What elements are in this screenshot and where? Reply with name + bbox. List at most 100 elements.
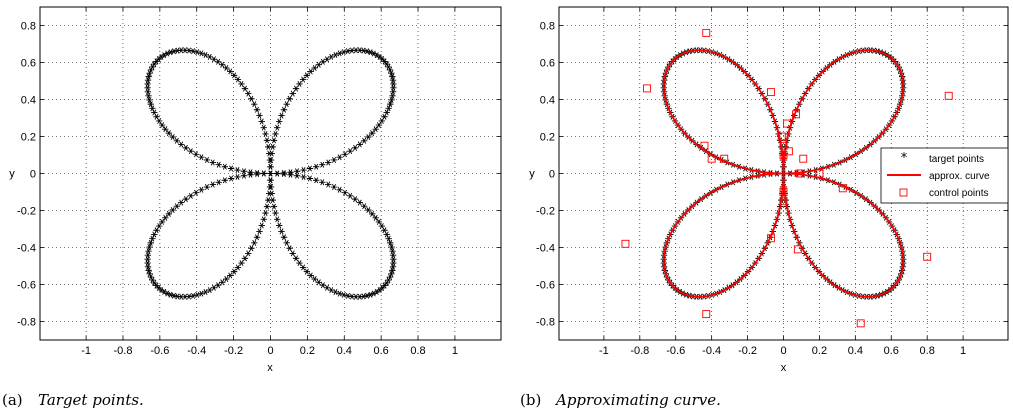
x-tick-label: -0.8 (113, 345, 132, 357)
target-point (307, 272, 314, 279)
target-point (245, 90, 252, 97)
x-tick-label: 1 (452, 345, 458, 357)
target-point (174, 47, 181, 54)
legend-label-control-points: control points (929, 188, 988, 199)
x-axis-label-b: x (781, 362, 787, 374)
x-tick-label: -0.4 (702, 345, 721, 357)
target-point (319, 161, 326, 168)
target-point (230, 268, 238, 275)
y-tick-label: -0.6 (17, 280, 36, 292)
target-point (260, 124, 267, 131)
target-point (388, 270, 395, 277)
control-point (944, 91, 953, 100)
target-point (178, 141, 185, 148)
target-point (300, 173, 307, 180)
target-point (292, 255, 300, 262)
target-point (388, 96, 395, 103)
legend-marker-control-points (899, 188, 908, 197)
target-point (346, 148, 354, 155)
target-point (260, 170, 268, 177)
caption-label-b: (b) (520, 391, 541, 409)
target-point (372, 126, 379, 133)
x-tick-label: 0.8 (920, 345, 935, 357)
target-point (319, 282, 327, 289)
target-point (306, 175, 314, 182)
y-tick-label: -0.6 (536, 280, 555, 292)
target-point (372, 214, 379, 221)
target-point (276, 222, 283, 229)
target-point (223, 276, 230, 283)
legend: * target points approx. curve control po… (880, 147, 1009, 204)
target-point (193, 49, 201, 56)
y-tick-label: -0.8 (17, 317, 36, 329)
target-point (210, 284, 218, 291)
control-point (799, 154, 808, 163)
y-tick-label: 0.2 (21, 132, 36, 144)
target-point (251, 101, 258, 108)
ticks-b: -1 -0.8 -0.6 -0.4 -0.2 0 0.2 0.4 0.6 0.8 1 -0.8 -0.6… (536, 7, 1008, 357)
target-point (238, 80, 245, 87)
target-point (238, 260, 245, 267)
target-point (379, 284, 386, 291)
target-point (344, 48, 352, 55)
target-point (145, 92, 152, 99)
target-point (363, 48, 371, 55)
target-point (278, 228, 285, 235)
caption-a: Target points. (38, 391, 144, 409)
target-point (262, 210, 269, 217)
target-point (262, 130, 269, 137)
target-point (274, 124, 281, 131)
target-point (272, 130, 279, 137)
y-tick-label: 0.4 (540, 95, 555, 107)
target-point (170, 48, 178, 55)
target-point (234, 264, 242, 271)
control-point (752, 169, 761, 178)
target-point (283, 239, 290, 246)
target-point (270, 203, 278, 210)
target-point (151, 279, 158, 286)
control-point (779, 151, 788, 159)
target-point (227, 165, 235, 172)
target-point (165, 130, 173, 137)
target-point (356, 199, 363, 206)
control-point (621, 239, 630, 248)
target-point (289, 90, 296, 97)
target-point (209, 159, 216, 166)
control-point (795, 169, 804, 178)
target-point (245, 250, 252, 257)
target-point (283, 101, 290, 108)
target-point (192, 151, 200, 158)
target-point (280, 106, 288, 113)
x-tick-label: -0.2 (738, 345, 757, 357)
y-tick-label: 0 (30, 169, 36, 181)
target-point (227, 175, 235, 182)
target-point (193, 291, 201, 298)
target-point (375, 218, 383, 225)
target-point (187, 148, 195, 155)
target-point (296, 80, 303, 87)
target-point (147, 101, 154, 108)
target-point (147, 239, 154, 246)
target-point (346, 192, 354, 199)
target-point (167, 291, 174, 298)
target-point (146, 96, 153, 103)
y-tick-label: -0.2 (536, 206, 555, 218)
grid-a (40, 7, 501, 340)
control-point (700, 141, 709, 150)
target-point (278, 112, 285, 119)
y-tick-label: 0.6 (540, 58, 555, 70)
target-point (311, 276, 318, 283)
target-point (253, 234, 261, 241)
target-point (209, 181, 216, 188)
y-tick-label: 0.2 (540, 132, 555, 144)
target-point (147, 66, 155, 73)
y-tick-label: -0.8 (536, 317, 555, 329)
target-point (367, 49, 374, 56)
target-point (303, 268, 311, 275)
target-point (270, 137, 278, 144)
y-axis-label-b: y (529, 168, 535, 180)
target-point (149, 235, 156, 242)
control-point (856, 319, 865, 328)
x-tick-label: 1 (960, 345, 966, 357)
target-point (287, 171, 294, 178)
